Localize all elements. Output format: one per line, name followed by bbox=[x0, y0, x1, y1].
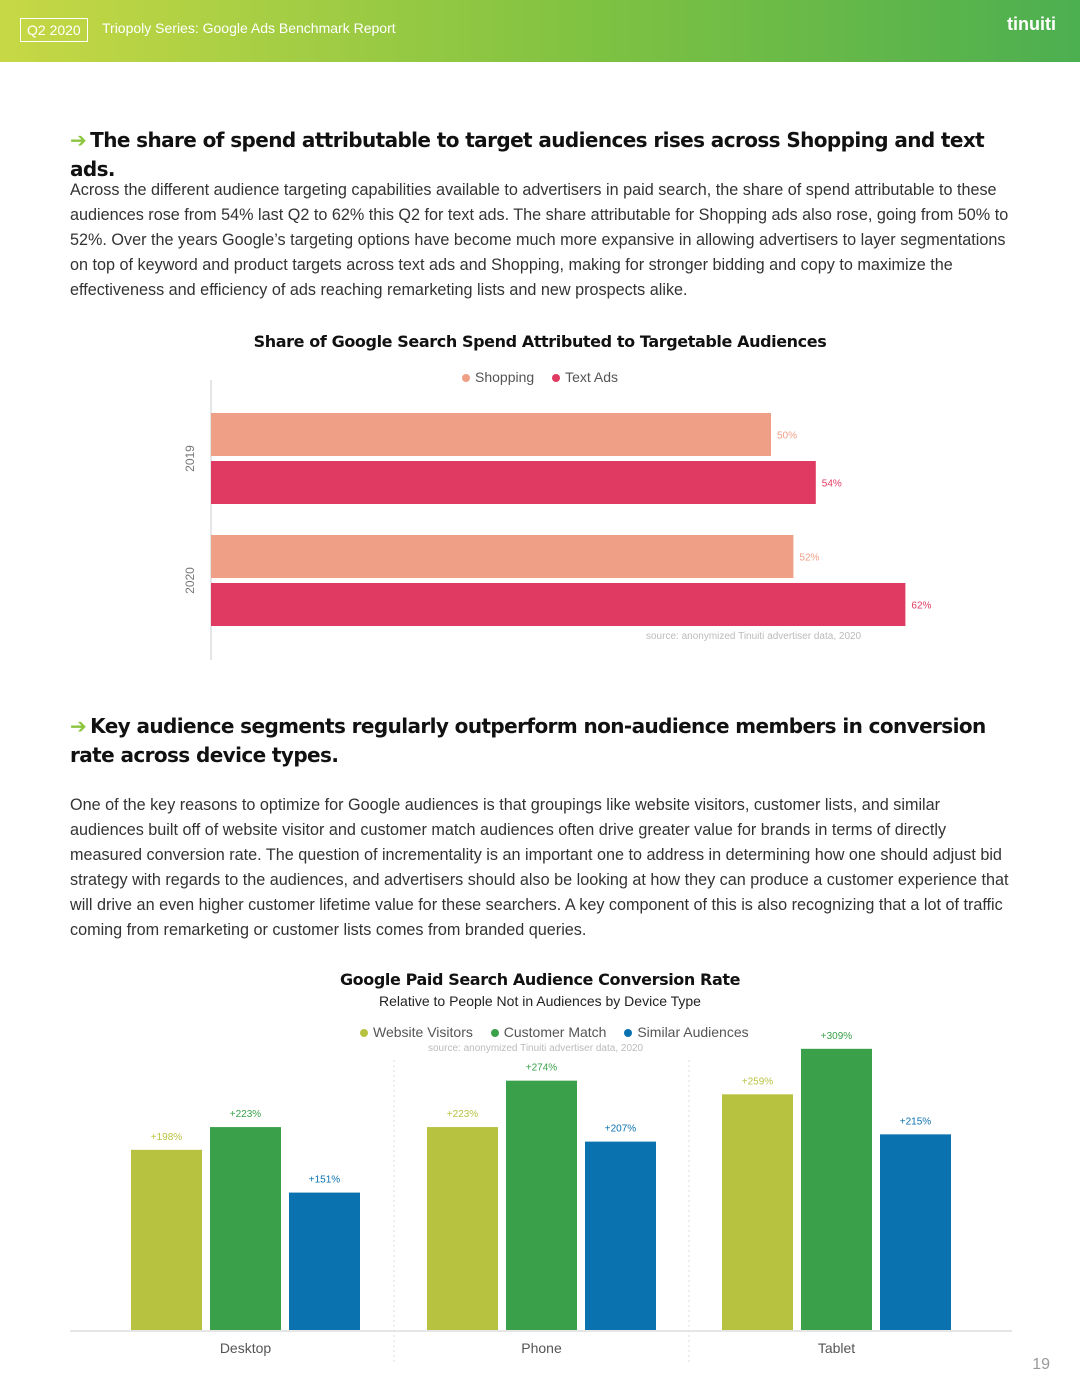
category-label: 2020 bbox=[183, 567, 197, 594]
legend-item-shopping: Shopping bbox=[462, 369, 534, 385]
chart2-subtitle: Relative to People Not in Audiences by D… bbox=[379, 993, 701, 1009]
chart2-title: Google Paid Search Audience Conversion R… bbox=[339, 970, 741, 989]
legend-label: Website Visitors bbox=[373, 1024, 473, 1040]
legend-label: Similar Audiences bbox=[637, 1024, 749, 1040]
chart2-source: source: anonymized Tinuiti advertiser da… bbox=[428, 1043, 644, 1054]
legend-item-customer-match: Customer Match bbox=[490, 1024, 607, 1040]
data-label: +151% bbox=[309, 1175, 341, 1186]
section1-heading: ➔ The share of spend attributable to targ… bbox=[70, 126, 1030, 184]
chart1-svg: 2019 50% 54% 2020 52% 62% bbox=[183, 380, 932, 660]
bar bbox=[801, 1048, 872, 1330]
data-label: +223% bbox=[230, 1109, 262, 1120]
legend-item-website-visitors: Website Visitors bbox=[360, 1024, 473, 1040]
section2-heading: ➔ Key audience segments regularly outperf… bbox=[70, 712, 1030, 770]
data-label: 50% bbox=[777, 431, 797, 442]
legend-item-text-ads: Text Ads bbox=[552, 369, 618, 385]
bar bbox=[131, 1149, 202, 1330]
report-title: Triopoly Series: Google Ads Benchmark Re… bbox=[102, 20, 396, 36]
bar bbox=[211, 535, 794, 578]
section2-paragraph: One of the key reasons to optimize for G… bbox=[70, 796, 1009, 939]
bar bbox=[211, 413, 771, 456]
data-label: +207% bbox=[605, 1124, 637, 1135]
bar bbox=[211, 583, 906, 626]
legend-label: Shopping bbox=[475, 369, 535, 385]
bar bbox=[722, 1094, 793, 1330]
section1-heading-text: The share of spend attributable to targe… bbox=[70, 128, 985, 181]
bar bbox=[211, 461, 816, 504]
bar bbox=[427, 1127, 498, 1330]
legend-dot bbox=[624, 1029, 633, 1038]
data-label: +309% bbox=[821, 1031, 853, 1042]
category-label: Phone bbox=[521, 1340, 562, 1356]
arrow-right-icon: ➔ bbox=[70, 714, 87, 738]
legend-dot bbox=[552, 374, 561, 383]
chart1-source: source: anonymized Tinuiti advertiser da… bbox=[646, 631, 862, 642]
quarter-badge: Q2 2020 bbox=[20, 18, 88, 42]
page-number: 19 bbox=[1032, 1356, 1050, 1373]
bar bbox=[585, 1141, 656, 1330]
data-label: 62% bbox=[911, 601, 931, 612]
arrow-right-icon: ➔ bbox=[70, 128, 87, 152]
legend-item-similar-audiences: Similar Audiences bbox=[624, 1024, 749, 1040]
chart2-svg: +198% +223% +151% Desktop +223% +274% +207% Pho… bbox=[70, 1031, 1012, 1365]
data-label: +274% bbox=[526, 1063, 558, 1074]
bar bbox=[289, 1192, 360, 1330]
legend-label: Customer Match bbox=[503, 1024, 607, 1040]
category-label: Tablet bbox=[818, 1340, 855, 1356]
category-label: 2019 bbox=[183, 445, 197, 472]
legend-dot bbox=[462, 374, 470, 383]
page-header: Q2 2020 Triopoly Series: Google Ads Benc… bbox=[0, 0, 1080, 62]
data-label: 52% bbox=[799, 553, 819, 564]
data-label: +215% bbox=[900, 1116, 932, 1127]
chart1-title: Share of Google Search Spend Attributed … bbox=[253, 332, 827, 351]
legend-label: Text Ads bbox=[565, 369, 618, 385]
legend-dot bbox=[490, 1029, 499, 1038]
bar bbox=[880, 1134, 951, 1330]
tinuiti-logo: tinuiti bbox=[1007, 14, 1056, 34]
section2-heading-text: Key audience segments regularly outperfo… bbox=[70, 714, 986, 767]
data-label: +198% bbox=[151, 1132, 183, 1143]
chart2-legend: Website Visitors Customer Match Similar … bbox=[360, 1024, 763, 1040]
data-label: 54% bbox=[822, 479, 842, 490]
bar bbox=[210, 1127, 281, 1330]
chart1-legend: Shopping Text Ads bbox=[462, 369, 632, 385]
legend-dot bbox=[360, 1029, 368, 1038]
category-label: Desktop bbox=[220, 1340, 272, 1356]
section1-paragraph: Across the different audience targeting … bbox=[70, 181, 1009, 299]
data-label: +259% bbox=[742, 1076, 774, 1087]
data-label: +223% bbox=[447, 1109, 479, 1120]
bar bbox=[506, 1080, 577, 1330]
